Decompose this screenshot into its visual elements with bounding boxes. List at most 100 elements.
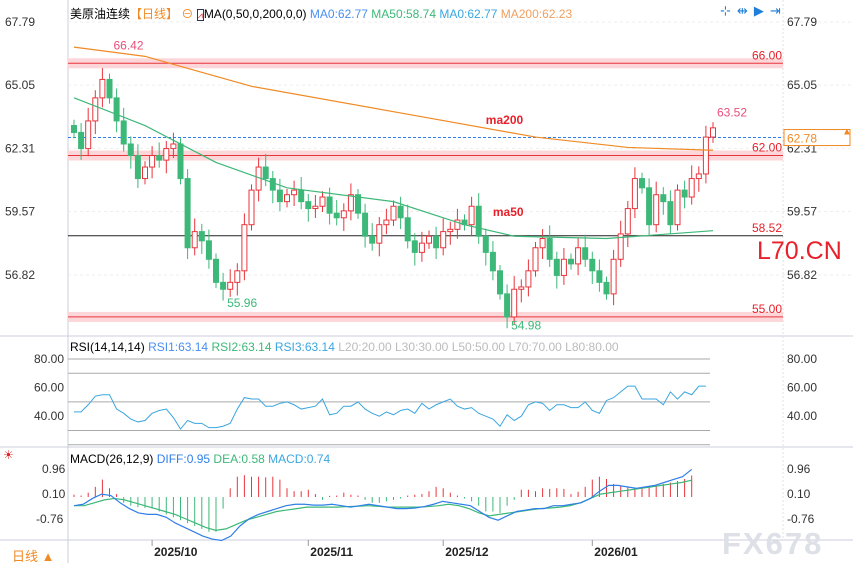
candle-down (262, 166, 269, 180)
candle-down (433, 235, 440, 249)
candle-down (646, 187, 653, 226)
candle-up (710, 127, 716, 138)
candle-up (241, 224, 248, 272)
rsi-line (74, 385, 706, 430)
x-tick-label: 2025/12 (445, 545, 489, 559)
candle-up (610, 258, 617, 295)
current-price-label: 62.78 (787, 132, 817, 146)
l70-value: L70:70.00 (508, 340, 562, 354)
candle-up (383, 219, 390, 226)
candle-up (695, 173, 702, 180)
candle-up (92, 97, 99, 122)
price-annotation: ma200 (486, 113, 524, 127)
rsi-tick-left: 60.00 (34, 381, 64, 395)
candle-down (596, 270, 603, 283)
price-annotation: 66.42 (114, 39, 144, 53)
candle-down (134, 155, 141, 180)
candle-up (518, 286, 525, 290)
macd-tick-left: 0.96 (42, 462, 66, 476)
crosshair-icon[interactable]: ⊹ (720, 3, 737, 18)
watermark-fx678: FX678 (722, 526, 824, 561)
macd-tick-right: 0.10 (787, 487, 811, 501)
candle-down (305, 201, 312, 210)
candle-down (475, 205, 482, 237)
macd-tick-right: 0.96 (787, 462, 811, 476)
chart-header: 美原油连续【日线】 ⊖ ⩘MA(0,50,0,200,0,0) MA0:62.7… (70, 5, 572, 22)
candle-down (298, 189, 305, 203)
settings-icon[interactable]: ⊖ (181, 7, 194, 21)
candle-down (660, 194, 667, 203)
macd-settings-icon[interactable]: ☀ (3, 448, 14, 462)
price-tick-left: 59.57 (5, 205, 35, 219)
level-label: 58.52 (752, 221, 782, 235)
rsi-tick-right: 60.00 (787, 381, 817, 395)
watermark-l70: L70.CN (757, 237, 842, 265)
candle-up (312, 205, 319, 210)
candle-down (504, 293, 511, 318)
ma50-line (73, 97, 714, 240)
candle-down (681, 189, 688, 198)
zoom-fit-icon[interactable]: ⇹ (736, 3, 754, 18)
candle-up (227, 281, 234, 290)
period-label[interactable]: 【日线】 (130, 7, 179, 21)
candle-down (546, 238, 553, 260)
candle-down (639, 178, 645, 189)
period-button[interactable]: 日线 ▲ (12, 549, 55, 564)
candle-down (276, 189, 283, 203)
price-annotation: 63.52 (717, 105, 747, 119)
price-tick-right: 56.82 (787, 268, 817, 282)
candle-up (653, 194, 660, 226)
x-tick-label: 2025/10 (154, 545, 198, 559)
l50-value: L50:50.00 (451, 340, 506, 354)
candle-down (220, 281, 227, 290)
price-annotation: 54.98 (511, 318, 541, 332)
indicator-icon[interactable]: ⩘ (196, 9, 204, 21)
candle-up (688, 178, 695, 198)
level-label: 62.00 (752, 141, 782, 155)
macd-header: MACD(26,12,9) DIFF:0.95 DEA:0.58 MACD:0.… (70, 452, 330, 466)
price-annotation: ma50 (493, 205, 524, 219)
candle-down (184, 178, 191, 249)
ma200-value: MA200:62.23 (500, 7, 573, 21)
ma200-line (73, 46, 714, 151)
play-icon[interactable]: ▶ (753, 3, 770, 18)
level-label: 55.00 (752, 302, 782, 316)
candle-up (539, 238, 546, 249)
l30-value: L30:30.00 (394, 340, 449, 354)
candle-down (369, 235, 376, 244)
candle-up (674, 189, 681, 226)
x-tick-label: 2026/01 (594, 545, 638, 559)
candle-down (205, 240, 212, 260)
candle-down (106, 78, 113, 99)
candle-up (624, 208, 631, 235)
rsi-tick-left: 80.00 (34, 352, 64, 366)
exit-icon[interactable]: ⇥ (769, 3, 787, 18)
candle-down (603, 281, 610, 295)
candle-down (127, 143, 134, 157)
candle-up (347, 194, 354, 212)
candle-up (163, 148, 170, 161)
candle-up (191, 231, 198, 249)
candle-down (482, 235, 489, 253)
candle-down (177, 143, 184, 180)
candle-up (390, 205, 397, 221)
candle-down (113, 97, 120, 122)
candle-down (553, 258, 560, 276)
price-tick-right: 65.05 (787, 78, 817, 92)
candle-up (99, 78, 106, 99)
price-tick-right: 67.79 (787, 15, 817, 29)
ma0b-value: MA0:62.77 (439, 7, 498, 21)
rsi-tick-right: 80.00 (787, 352, 817, 366)
candle-down (667, 201, 674, 226)
candle-up (447, 228, 454, 233)
rsi-name: RSI(14,14,14) (70, 340, 145, 354)
ma50-value: MA50:58.74 (371, 7, 436, 21)
dea-value: DEA:0.58 (213, 452, 265, 466)
level-label: 66.00 (752, 48, 782, 62)
candle-up (376, 224, 383, 244)
symbol-name: 美原油连续 (70, 7, 131, 21)
candle-up (440, 231, 447, 249)
candle-down (397, 205, 404, 219)
macd-tick-right: -0.76 (787, 512, 815, 526)
